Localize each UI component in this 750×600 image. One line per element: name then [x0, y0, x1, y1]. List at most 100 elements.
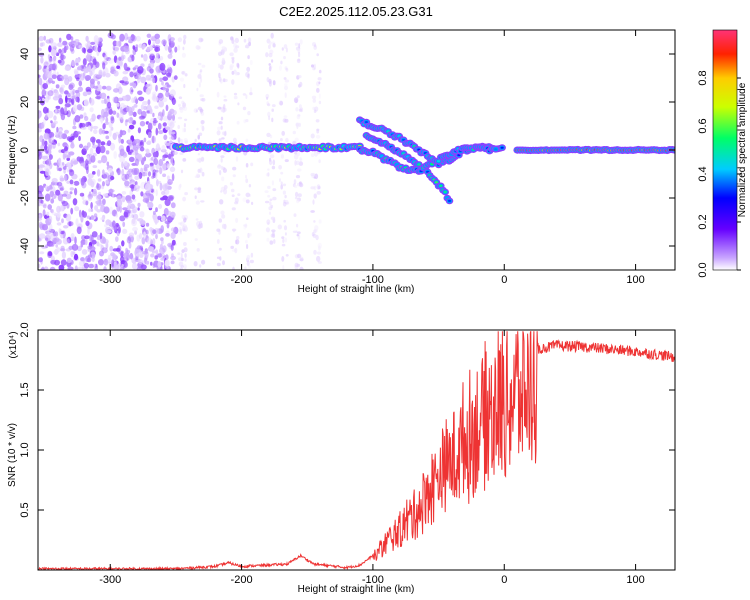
noise-spot — [125, 119, 129, 123]
noise-spot — [132, 206, 138, 214]
noise-spot — [245, 174, 247, 179]
noise-spot — [249, 92, 253, 96]
noise-spot — [236, 62, 240, 68]
colorbar-tick-label: 0.0 — [697, 262, 709, 277]
noise-spot — [237, 102, 240, 106]
noise-spot — [199, 108, 203, 114]
noise-spot — [265, 52, 269, 58]
noise-spot — [154, 105, 159, 109]
noise-spot — [122, 131, 126, 136]
noise-spot — [126, 199, 133, 204]
noise-spot — [43, 118, 46, 126]
spectrogram-y-label: Frequency (Hz) — [7, 116, 18, 185]
noise-spot — [100, 217, 105, 221]
noise-spot — [272, 196, 277, 201]
noise-spot — [131, 262, 138, 270]
noise-spot — [133, 104, 138, 108]
noise-spot — [85, 220, 90, 226]
noise-spot — [245, 119, 249, 123]
noise-spot — [267, 185, 271, 189]
noise-spot — [89, 234, 93, 242]
noise-spot — [117, 86, 123, 95]
noise-spot — [98, 259, 104, 266]
noise-spot — [80, 242, 84, 248]
noise-spot — [58, 48, 62, 54]
noise-spot — [317, 77, 322, 81]
noise-spot — [50, 259, 57, 265]
noise-spot — [149, 162, 154, 166]
noise-spot — [197, 187, 202, 191]
noise-spot — [138, 96, 145, 102]
noise-spot — [165, 87, 169, 93]
noise-spot — [157, 115, 161, 120]
noise-spot — [223, 98, 228, 102]
noise-spot — [68, 221, 72, 227]
noise-spot — [157, 130, 164, 135]
noise-spot — [39, 193, 44, 200]
noise-spot — [70, 207, 74, 215]
noise-spot — [138, 172, 143, 179]
noise-spot — [97, 37, 103, 42]
noise-spot — [71, 243, 79, 251]
noise-spot — [80, 178, 85, 186]
noise-spot — [245, 71, 250, 78]
noise-spot — [293, 154, 299, 160]
figure-title: C2E2.2025.112.05.23.G31 — [279, 4, 433, 19]
noise-spot — [110, 115, 115, 121]
noise-spot — [78, 222, 83, 227]
y-tick-label: 0.5 — [19, 502, 31, 517]
noise-spot — [315, 134, 321, 139]
noise-spot — [66, 154, 71, 158]
noise-spot — [150, 253, 155, 258]
noise-spot — [89, 147, 94, 155]
noise-spot — [280, 181, 283, 186]
noise-spot — [195, 109, 198, 113]
noise-spot — [58, 94, 62, 99]
noise-spot — [235, 45, 240, 49]
noise-spot — [56, 126, 59, 133]
noise-spot — [229, 52, 234, 57]
noise-spot — [113, 70, 119, 77]
noise-spot — [249, 259, 254, 264]
noise-spot — [316, 191, 321, 195]
noise-spot — [120, 266, 123, 270]
noise-spot — [150, 261, 153, 266]
noise-spot — [296, 234, 299, 237]
noise-spot — [115, 247, 121, 252]
noise-spot — [64, 129, 69, 134]
noise-spot — [53, 115, 57, 121]
noise-spot — [199, 69, 203, 73]
noise-spot — [139, 115, 146, 119]
noise-spot — [97, 160, 102, 164]
noise-spot — [78, 260, 84, 267]
noise-spot — [48, 215, 53, 223]
noise-spot — [167, 53, 173, 59]
x-tick-label: -200 — [231, 574, 253, 586]
y-tick-label: 1.5 — [19, 382, 31, 397]
noise-spot — [218, 247, 222, 251]
noise-spot — [184, 253, 187, 258]
noise-spot — [296, 199, 300, 204]
noise-spot — [53, 55, 57, 61]
noise-spot — [281, 47, 284, 51]
colorbar-label: Normalized spectral amplitude — [737, 82, 748, 217]
noise-spot — [110, 116, 115, 124]
noise-spot — [279, 65, 282, 71]
noise-spot — [268, 65, 272, 72]
noise-spot — [92, 125, 99, 130]
y-tick-label: 0 — [19, 147, 31, 153]
noise-spot — [55, 105, 61, 109]
noise-spot — [222, 168, 227, 173]
noise-spot — [42, 106, 49, 114]
noise-spot — [38, 214, 41, 219]
noise-spot — [69, 179, 74, 185]
noise-spot — [162, 84, 167, 92]
noise-spot — [268, 211, 272, 215]
noise-spot — [201, 171, 205, 177]
noise-spot — [316, 87, 320, 93]
noise-spot — [86, 142, 91, 148]
noise-spot — [63, 166, 67, 170]
noise-spot — [139, 141, 144, 146]
noise-spot — [152, 250, 156, 254]
noise-spot — [103, 206, 110, 214]
